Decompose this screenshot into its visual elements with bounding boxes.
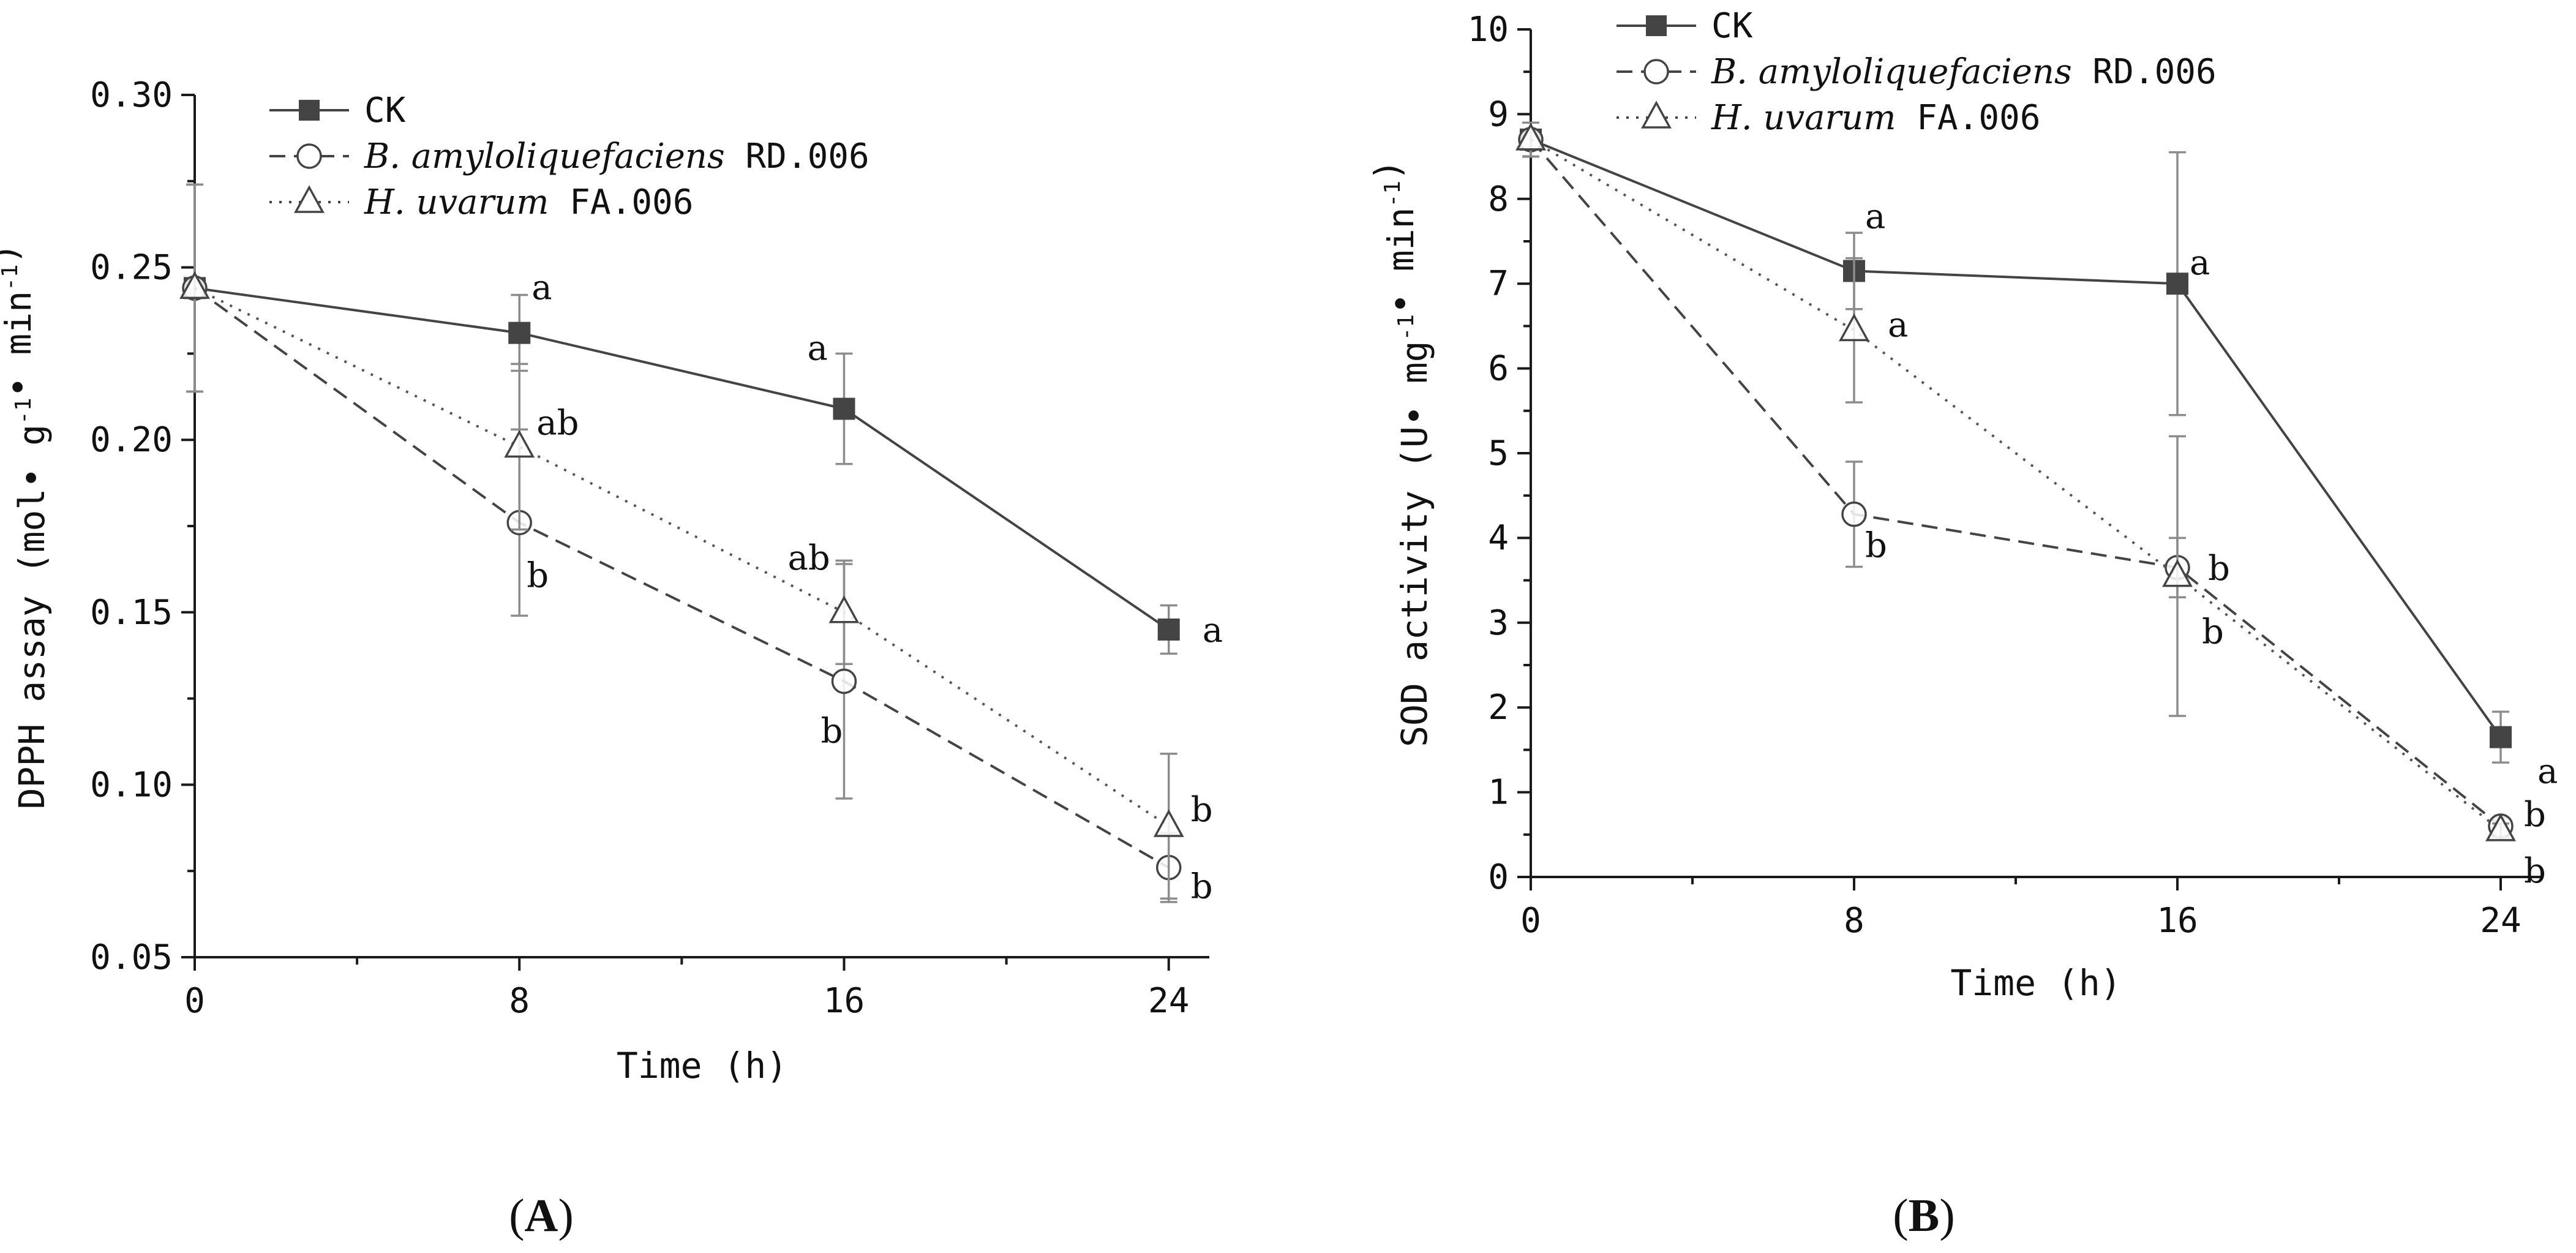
data-label: b — [2524, 795, 2546, 835]
legend-label: H. uvarum FA.006 — [364, 182, 693, 222]
legend-entry: B. amyloliquefaciens RD.006 — [269, 137, 869, 176]
y-tick-label: 0.25 — [90, 248, 173, 288]
data-label: b — [2202, 612, 2224, 652]
data-label: a — [531, 268, 552, 308]
y-tick-label: 3 — [1488, 603, 1509, 643]
panel-a: 0.05 0.10 0.15 0.20 0.25 0.30 0 8 16 24 Time (h) DP… — [0, 75, 1223, 1086]
data-label: ab — [536, 403, 579, 443]
series-line — [194, 287, 1170, 827]
panel-b: 0 1 2 3 4 5 6 7 8 9 10 0 8 16 24 Time (h) SOD activity (… — [1367, 6, 2558, 1004]
data-point — [1515, 122, 1546, 151]
legend-marker — [294, 185, 325, 213]
data-label: a — [1203, 611, 1223, 650]
y-tick-label: 0.15 — [90, 593, 173, 633]
y-tick-label: 6 — [1488, 349, 1509, 389]
series-line — [194, 287, 1170, 631]
data-label: b — [1191, 867, 1213, 907]
y-tick-label: 0 — [1488, 857, 1509, 897]
legend-marker — [299, 100, 320, 121]
data-point — [1839, 313, 1869, 342]
y-tick-label: 1 — [1488, 773, 1509, 813]
x-tick-label: 16 — [824, 981, 865, 1021]
data-point — [1841, 501, 1867, 527]
legend-entry: H. uvarum FA.006 — [269, 182, 693, 222]
legend-entry: CK — [1617, 6, 1753, 46]
y-tick-label: 0.30 — [90, 75, 173, 115]
y-tick-label: 7 — [1488, 264, 1509, 304]
legend-marker — [1646, 15, 1667, 36]
data-label: b — [527, 555, 549, 595]
data-point — [2162, 559, 2193, 587]
data-label: b — [2524, 851, 2546, 891]
x-tick-label: 24 — [1148, 981, 1189, 1021]
data-label: a — [807, 329, 827, 369]
data-point — [1157, 618, 1180, 641]
y-tick-label: 5 — [1488, 434, 1509, 473]
data-point — [828, 595, 860, 623]
legend-label: CK — [1711, 6, 1753, 46]
data-point — [179, 271, 210, 299]
x-tick-label: 8 — [509, 981, 530, 1021]
data-point — [2166, 273, 2188, 295]
y-axis-title: SOD activity (U• mg-1• min-1) — [1367, 159, 1435, 747]
data-label: a — [2190, 243, 2210, 283]
series-line — [1530, 138, 2502, 832]
legend-marker — [1643, 59, 1669, 85]
series-line — [193, 287, 1170, 869]
data-label: b — [2208, 549, 2230, 589]
legend-entry: H. uvarum FA.006 — [1617, 98, 2040, 138]
data-label: ab — [787, 538, 830, 578]
legend-marker — [296, 143, 322, 169]
series-line — [1530, 138, 2502, 827]
x-tick-label: 24 — [2480, 901, 2521, 941]
legend-label: B. amyloliquefaciens RD.006 — [1711, 52, 2217, 92]
data-point — [2490, 726, 2512, 748]
legend-label: H. uvarum FA.006 — [1711, 98, 2040, 138]
legend-label: CK — [364, 91, 406, 130]
y-tick-label: 9 — [1488, 94, 1509, 134]
data-point — [831, 668, 857, 694]
data-label: b — [1191, 790, 1213, 830]
x-axis-title: Time (h) — [1950, 962, 2121, 1004]
data-label: b — [1865, 526, 1887, 566]
data-point — [833, 397, 855, 420]
data-point — [504, 429, 535, 458]
y-tick-label: 2 — [1488, 688, 1509, 728]
legend-entry: CK — [269, 91, 406, 130]
data-point — [508, 322, 531, 344]
panel-b-caption: (B) — [1893, 1190, 1955, 1241]
y-axis-title: DPPH assay (mol• g-1• min-1) — [0, 243, 53, 810]
data-point — [1153, 809, 1184, 837]
y-tick-label: 8 — [1488, 179, 1509, 219]
legend-label: B. amyloliquefaciens RD.006 — [364, 137, 869, 176]
legend-marker — [1641, 100, 1672, 129]
x-tick-label: 16 — [2157, 901, 2198, 941]
y-tick-label: 10 — [1468, 10, 1509, 50]
y-tick-label: 0.20 — [90, 420, 173, 460]
data-label: a — [1865, 197, 1885, 236]
data-point — [2485, 813, 2516, 841]
y-tick-label: 4 — [1488, 518, 1509, 558]
data-label: a — [2537, 752, 2558, 792]
x-tick-label: 0 — [184, 981, 205, 1021]
x-tick-label: 0 — [1520, 901, 1541, 941]
legend-entry: B. amyloliquefaciens RD.006 — [1617, 52, 2217, 92]
x-axis-title: Time (h) — [617, 1045, 787, 1086]
data-label: a — [1888, 305, 1908, 345]
series-line — [1530, 138, 2502, 738]
panel-a-caption: (A) — [509, 1190, 574, 1241]
data-label: b — [820, 711, 843, 751]
y-tick-label: 0.05 — [90, 938, 173, 977]
y-tick-label: 0.10 — [90, 765, 173, 805]
x-tick-label: 8 — [1844, 901, 1864, 941]
